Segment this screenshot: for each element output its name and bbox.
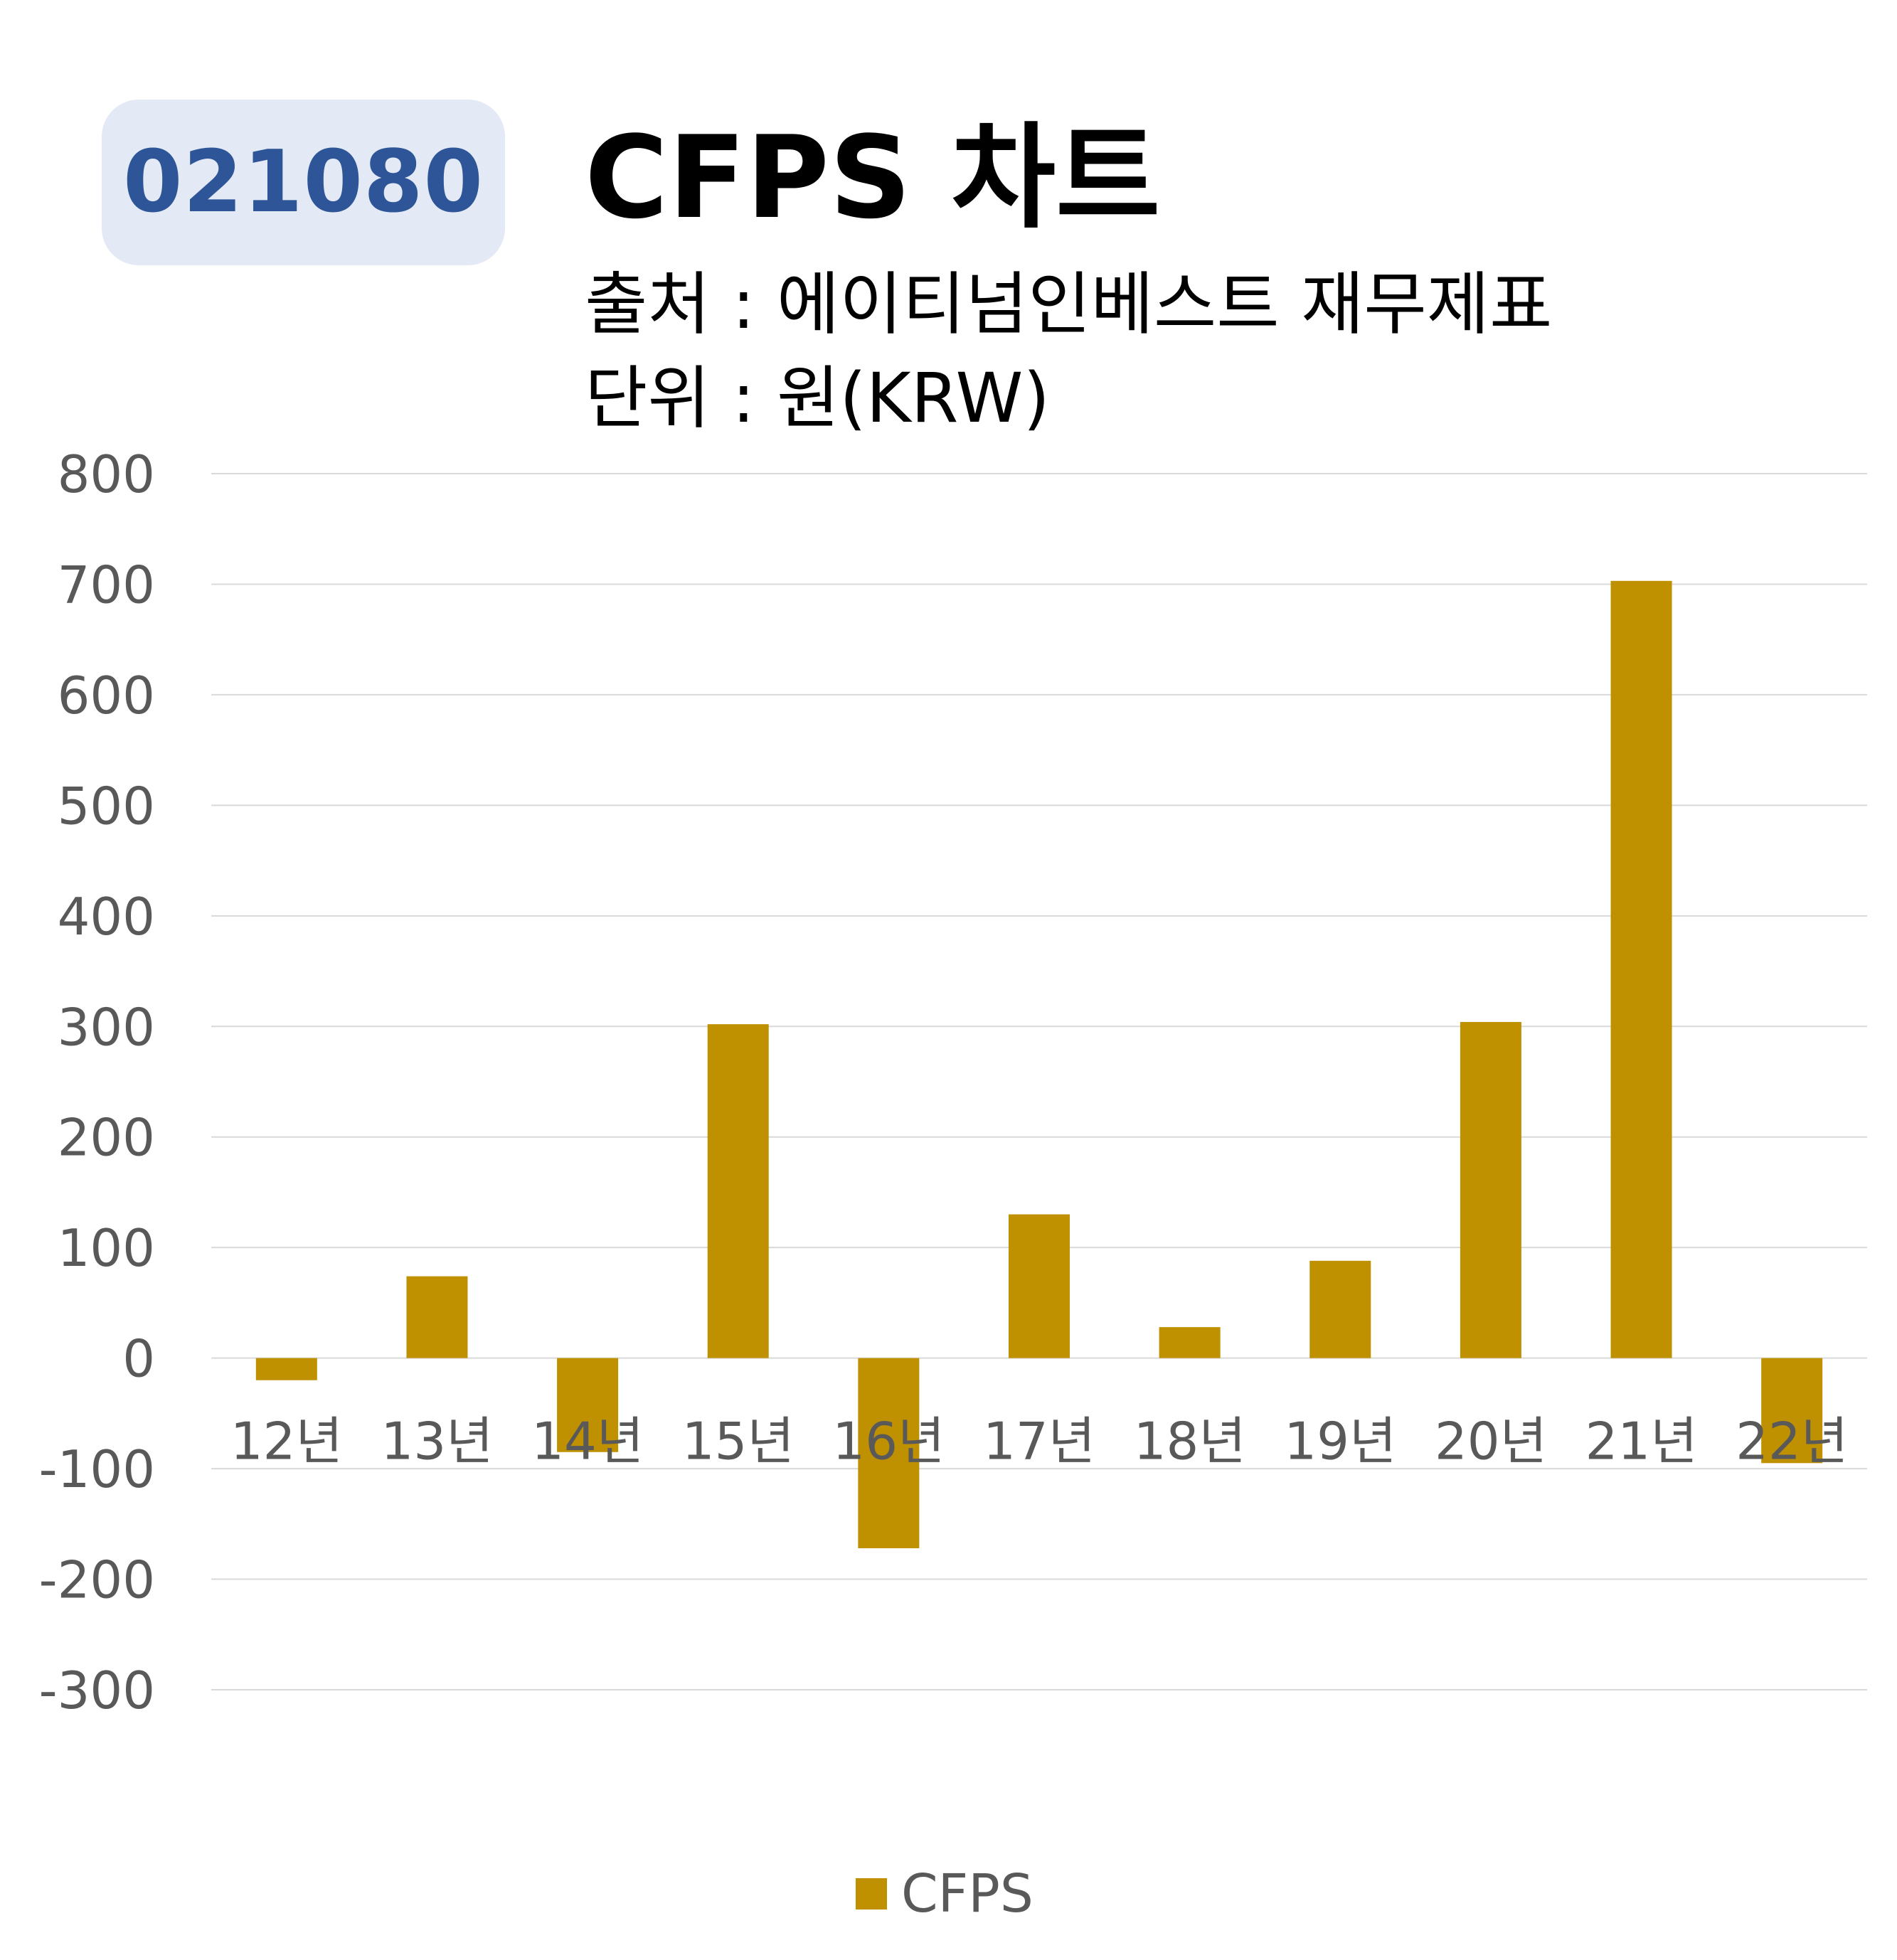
legend: CFPS [856, 1863, 1033, 1924]
x-tick-label: 15년 [682, 1412, 795, 1471]
bar-12년 [255, 1358, 317, 1380]
y-tick-label: 500 [58, 776, 155, 836]
x-tick-label: 19년 [1284, 1412, 1396, 1471]
y-tick-label: 600 [58, 666, 155, 725]
bar-16년 [858, 1358, 920, 1549]
bar-14년 [557, 1358, 619, 1452]
stock-code-badge: 021080 [102, 100, 505, 265]
y-tick-label: 200 [58, 1108, 155, 1168]
x-tick-label: 14년 [531, 1412, 644, 1471]
bar-19년 [1309, 1260, 1371, 1358]
bar-22년 [1761, 1358, 1823, 1464]
y-tick-label: -100 [39, 1439, 155, 1499]
bar-13년 [406, 1276, 468, 1358]
bar-15년 [707, 1024, 769, 1358]
x-tick-label: 17년 [983, 1412, 1095, 1471]
x-tick-label: 18년 [1134, 1412, 1246, 1471]
legend-label: CFPS [901, 1863, 1033, 1924]
x-tick-label: 13년 [381, 1412, 494, 1471]
y-tick-label: -300 [39, 1661, 155, 1720]
y-tick-label: 700 [58, 555, 155, 614]
y-tick-label: 400 [58, 887, 155, 947]
unit-note: 단위 : 원(KRW) [585, 358, 1050, 438]
bar-20년 [1460, 1022, 1521, 1358]
chart-title: CFPS 차트 [585, 111, 1161, 244]
bar-18년 [1159, 1327, 1221, 1358]
y-tick-label: 800 [58, 444, 155, 504]
stock-code: 021080 [123, 133, 484, 232]
y-tick-label: 0 [122, 1329, 155, 1389]
bar-17년 [1009, 1214, 1070, 1358]
x-tick-label: 20년 [1435, 1412, 1547, 1471]
y-tick-label: 300 [58, 997, 155, 1057]
source-note: 출처 : 에이티넘인베스트 재무제표 [585, 265, 1553, 344]
y-tick-label: 100 [58, 1218, 155, 1278]
bar-21년 [1610, 580, 1672, 1358]
x-tick-label: 21년 [1585, 1412, 1698, 1471]
x-tick-label: 12년 [230, 1412, 343, 1471]
y-tick-label: -200 [39, 1550, 155, 1610]
legend-swatch [856, 1878, 887, 1910]
x-tick-label: 16년 [832, 1412, 945, 1471]
x-tick-label: 22년 [1736, 1412, 1848, 1471]
